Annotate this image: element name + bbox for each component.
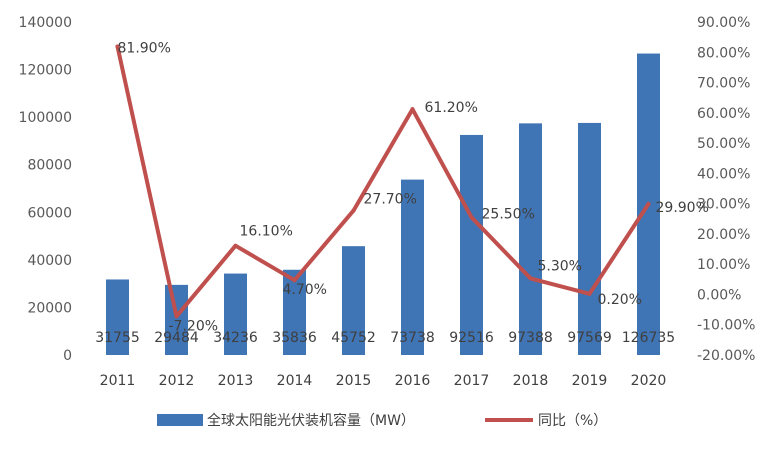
legend: 全球太阳能光伏装机容量（MW） 同比（%） [157, 412, 607, 429]
right-tick-label: 70.00% [697, 76, 750, 92]
left-tick-label: 0 [63, 348, 72, 364]
bar-2018 [519, 123, 542, 355]
bar-data-label: 97388 [508, 330, 553, 346]
bar-data-label: 35836 [272, 330, 317, 346]
right-tick-label: 10.00% [697, 257, 750, 273]
bar-2016 [401, 179, 424, 355]
left-tick-label: 20000 [27, 300, 72, 316]
line-data-label: 4.70% [283, 282, 327, 298]
left-tick-label: 100000 [19, 110, 72, 126]
x-tick-label: 2013 [218, 373, 254, 389]
bar-2015 [342, 246, 365, 355]
right-tick-label: 60.00% [697, 106, 750, 122]
bar-2014 [283, 269, 306, 355]
line-point-2014 [292, 278, 297, 283]
line-data-label: 25.50% [482, 206, 535, 222]
bar-series [106, 53, 660, 355]
x-tick-label: 2012 [159, 373, 195, 389]
bar-data-labels: 31755 29484 34236 35836 45752 73738 92516 97388… [95, 330, 675, 346]
legend-bar-label: 全球太阳能光伏装机容量（MW） [207, 412, 415, 429]
line-point-2013 [233, 243, 238, 248]
x-tick-label: 2016 [395, 373, 431, 389]
legend-bar-swatch [157, 414, 203, 426]
right-tick-label: 90.00% [697, 15, 750, 31]
bar-2013 [224, 273, 247, 355]
bar-2011 [106, 279, 129, 355]
line-series [115, 44, 651, 319]
line-data-label: 81.90% [118, 41, 171, 57]
x-tick-label: 2014 [277, 373, 313, 389]
x-tick-label: 2018 [513, 373, 549, 389]
x-tick-label: 2015 [336, 373, 372, 389]
bar-2017 [460, 134, 483, 355]
bar-data-label: 45752 [331, 330, 376, 346]
left-tick-label: 140000 [19, 15, 72, 31]
left-axis: 0 20000 40000 60000 80000 100000 120000 140000 [19, 15, 72, 364]
line-point-2012 [174, 314, 179, 319]
line-point-2018 [528, 276, 533, 281]
line-data-label: -7.20% [169, 318, 219, 334]
legend-line-label: 同比（%） [538, 413, 607, 429]
right-tick-label: 20.00% [697, 227, 750, 243]
line-point-2019 [587, 291, 592, 296]
left-tick-label: 60000 [27, 205, 72, 221]
line-data-label: 0.20% [598, 292, 642, 308]
bar-data-label: 73738 [390, 330, 435, 346]
x-tick-label: 2019 [572, 373, 608, 389]
line-data-labels: 81.90% -7.20% 16.10% 4.70% 27.70% 61.20% 25.50… [118, 41, 709, 335]
right-tick-label: -10.00% [697, 318, 755, 334]
line-point-2017 [469, 215, 474, 220]
x-tick-label: 2017 [454, 373, 490, 389]
bar-data-label: 31755 [95, 330, 140, 346]
line-data-label: 16.10% [240, 224, 293, 240]
right-tick-label: -20.00% [697, 348, 755, 364]
bar-data-label: 126735 [622, 330, 675, 346]
growth-line [115, 44, 651, 319]
line-point-2011 [115, 44, 120, 49]
left-tick-label: 40000 [27, 253, 72, 269]
left-tick-label: 120000 [19, 63, 72, 79]
bar-data-label: 92516 [449, 330, 494, 346]
bar-data-label: 97569 [567, 330, 612, 346]
bar-2012 [165, 284, 188, 355]
left-tick-label: 80000 [27, 158, 72, 174]
line-data-label: 5.30% [538, 258, 582, 274]
right-tick-label: 50.00% [697, 136, 750, 152]
line-data-label: 27.70% [364, 192, 417, 208]
x-tick-label: 2020 [631, 373, 667, 389]
line-point-2016 [410, 107, 415, 112]
bar-data-label: 34236 [213, 330, 258, 346]
right-tick-label: 0.00% [697, 287, 741, 303]
line-data-label: 29.90% [656, 200, 709, 216]
bar-data-label: 29484 [154, 330, 199, 346]
x-axis: 2011 2012 2013 2014 2015 2016 2017 2018 2019 2020 [100, 373, 667, 389]
bar-2019 [578, 122, 601, 355]
x-tick-label: 2011 [100, 373, 136, 389]
line-point-2020 [646, 201, 651, 206]
line-point-2015 [351, 208, 356, 213]
line-data-label: 61.20% [425, 100, 478, 116]
right-tick-label: 30.00% [697, 197, 750, 213]
right-tick-label: 80.00% [697, 45, 750, 61]
right-tick-label: 40.00% [697, 166, 750, 182]
right-axis: -20.00% -10.00% 0.00% 10.00% 20.00% 30.00% 40.… [697, 15, 755, 364]
